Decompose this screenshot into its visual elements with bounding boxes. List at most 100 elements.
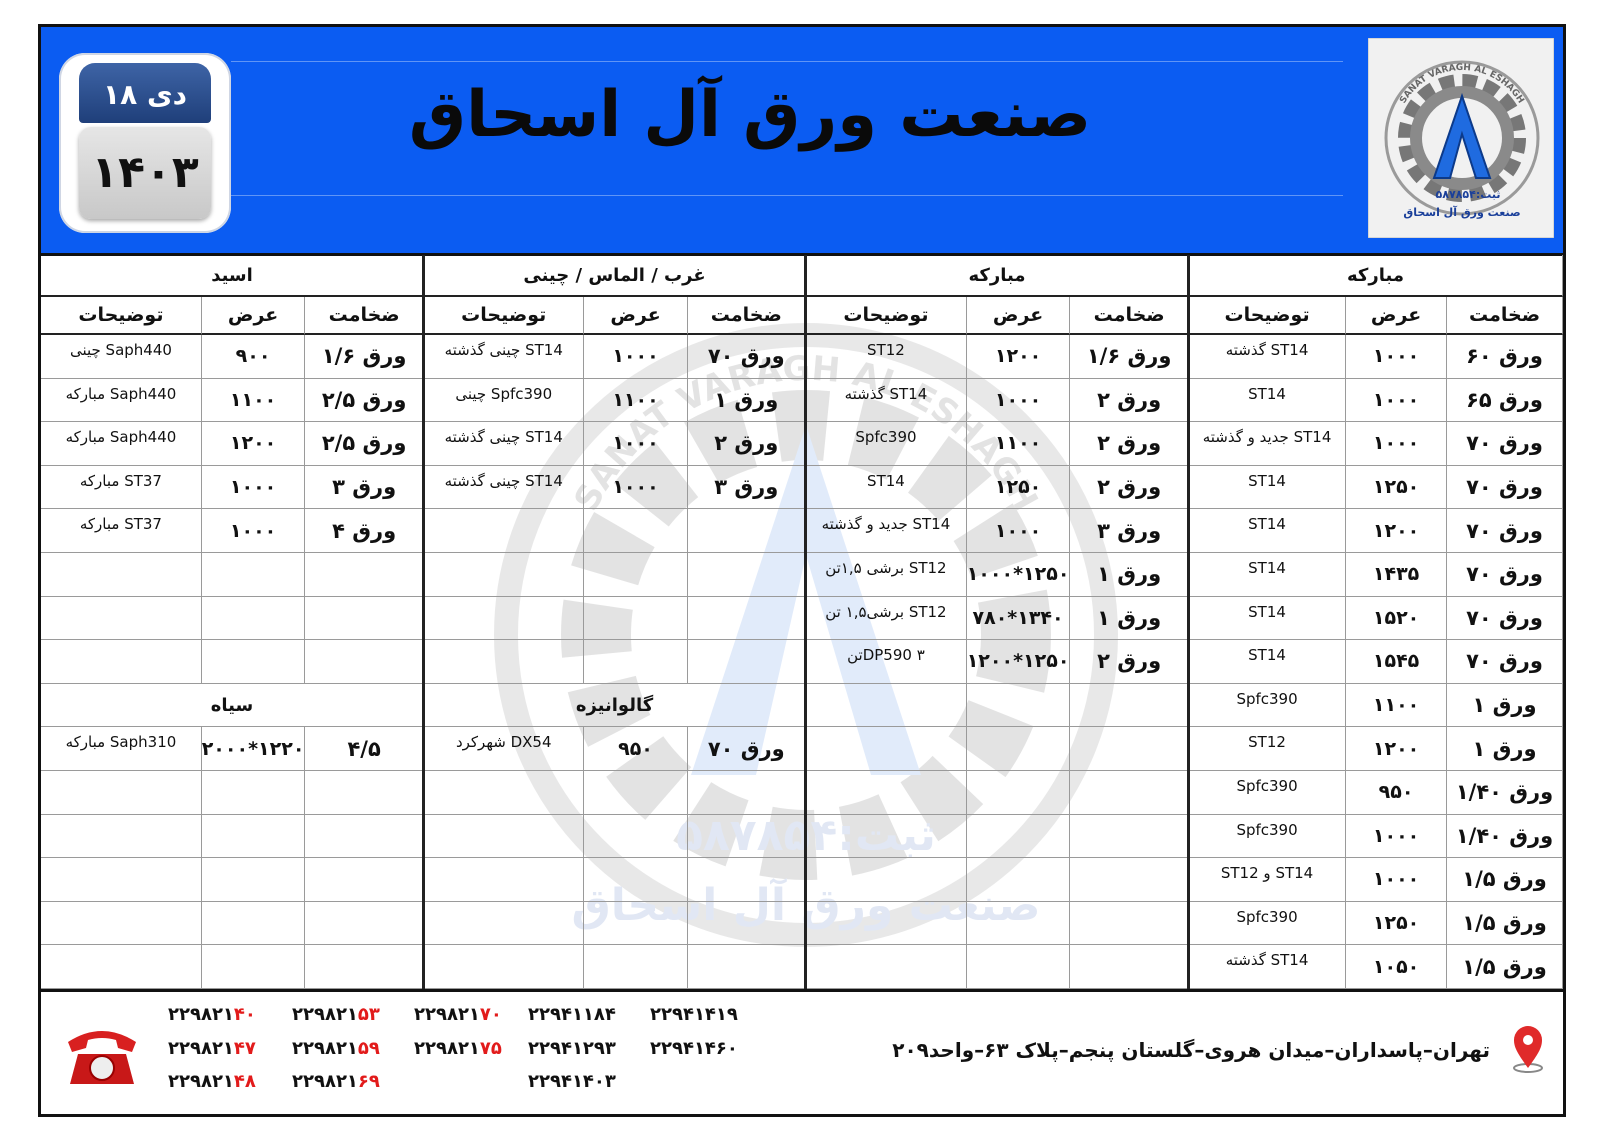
table-cell: Spfc390 چینی: [424, 378, 585, 423]
table-cell: ۱۰۰۰: [1346, 858, 1448, 902]
empty-cell: [201, 596, 306, 641]
table-cell: Saph440 چینی: [41, 335, 202, 379]
table-cell: ST12: [806, 335, 967, 379]
phone-number: ۲۲۹۸۲۱۴۷: [168, 1038, 256, 1059]
empty-cell: [1070, 771, 1189, 815]
table-cell: ورق ۲: [1070, 378, 1189, 423]
empty-cell: [201, 640, 306, 684]
phone-highlight: ۷۰: [479, 1004, 502, 1025]
empty-cell: [806, 814, 967, 859]
logo-ring: [1384, 60, 1540, 216]
empty-cell: [305, 596, 424, 641]
table-cell: ورق ۱: [1070, 596, 1189, 641]
column-header: توضیحات: [806, 297, 967, 335]
section-title: غرب / الماس / چینی: [424, 255, 806, 297]
empty-cell: [687, 901, 806, 946]
phone-main: ۲۲۹۴۱۴۰۳: [528, 1071, 616, 1092]
empty-cell: [201, 553, 306, 597]
empty-cell: [584, 814, 688, 859]
empty-cell: [1070, 901, 1189, 946]
table-cell: ورق ۱: [1447, 727, 1563, 771]
phone-main: ۲۲۹۸۲۱: [168, 1038, 234, 1059]
table-cell: ST14 و ST12: [1189, 858, 1347, 902]
table-cell: ۱۵۴۵: [1346, 640, 1448, 684]
table-cell: Spfc390: [1189, 683, 1347, 728]
phone-icon: [68, 1031, 136, 1084]
table-cell: ورق ۶۰: [1447, 335, 1563, 379]
table-cell: ۱۰۰۰: [966, 378, 1071, 423]
header-rule: [231, 195, 1343, 196]
empty-cell: [687, 640, 806, 684]
table-cell: ورق ۱: [1447, 683, 1563, 728]
empty-cell: [966, 901, 1071, 946]
empty-cell: [424, 553, 585, 597]
table-cell: ورق ۳: [1070, 509, 1189, 553]
column-header: توضیحات: [1189, 297, 1347, 335]
column-header: ضخامت: [1447, 297, 1563, 335]
phone-highlight: ۴۷: [233, 1038, 256, 1059]
empty-cell: [584, 858, 688, 902]
table-cell: ۱۰۵۰: [1346, 945, 1448, 989]
table-cell: ورق ۷۰: [1447, 596, 1563, 641]
phone-number: ۲۲۹۸۲۱۷۰: [414, 1004, 502, 1025]
table-cell: ۹۰۰: [201, 335, 306, 379]
empty-cell: [687, 945, 806, 989]
empty-cell: [1070, 945, 1189, 989]
table-cell: ST14 چینی گذشته: [424, 465, 585, 510]
empty-cell: [1070, 683, 1189, 728]
phone-number: ۲۲۹۸۲۱۴۰: [168, 1004, 256, 1025]
table-cell: ۱۰۰۰: [1346, 378, 1448, 423]
table-cell: Saph440 مبارکه: [41, 422, 202, 466]
column-header: توضیحات: [424, 297, 585, 335]
table-cell: ورق ۷۰: [1447, 422, 1563, 466]
empty-cell: [424, 945, 585, 989]
table-cell: ۱۰۰۰: [584, 335, 688, 379]
empty-cell: [1070, 814, 1189, 859]
phone-handset: [68, 1031, 136, 1052]
empty-cell: [687, 814, 806, 859]
empty-cell: [584, 901, 688, 946]
column-header: عرض: [1346, 297, 1448, 335]
table-cell: ورق ۶۵: [1447, 378, 1563, 423]
phone-highlight: ۶۹: [357, 1071, 380, 1092]
phone-main: ۲۲۹۸۲۱: [168, 1004, 234, 1025]
empty-cell: [424, 814, 585, 859]
table-cell: ورق ۱/۴۰: [1447, 771, 1563, 815]
table-cell: ورق ۳: [305, 465, 424, 510]
table-cell: ۱۰۰۰: [1346, 814, 1448, 859]
empty-cell: [201, 858, 306, 902]
phone-main: ۲۲۹۴۱۴۱۹: [650, 1004, 738, 1025]
empty-cell: [966, 858, 1071, 902]
empty-cell: [201, 945, 306, 989]
empty-cell: [806, 727, 967, 771]
table-cell: ST14: [806, 465, 967, 510]
empty-cell: [687, 553, 806, 597]
empty-cell: [41, 596, 202, 641]
empty-cell: [41, 858, 202, 902]
phone-number: ۲۲۹۸۲۱۵۳: [292, 1004, 380, 1025]
column-header: ضخامت: [687, 297, 806, 335]
empty-cell: [41, 640, 202, 684]
phone-number: ۲۲۹۴۱۴۱۹: [650, 1004, 738, 1025]
table-cell: ST14 گذشته: [806, 378, 967, 423]
column-header: عرض: [966, 297, 1071, 335]
table-cell: ۱۰۰۰: [584, 422, 688, 466]
column-header: ضخامت: [305, 297, 424, 335]
table-cell: ورق ۲/۵: [305, 378, 424, 423]
table-cell: ورق ۲: [687, 422, 806, 466]
phone-number: ۲۲۹۴۱۱۸۴: [528, 1004, 616, 1025]
empty-cell: [1070, 727, 1189, 771]
empty-cell: [966, 683, 1071, 728]
table-cell: ورق ۱/۶: [1070, 335, 1189, 379]
column-header: عرض: [201, 297, 306, 335]
empty-cell: [584, 596, 688, 641]
phone-dial: [89, 1055, 115, 1081]
table-cell: ورق ۷۰: [687, 727, 806, 771]
table-cell: ST14 گذشته: [1189, 335, 1347, 379]
section-separator: [422, 255, 425, 989]
empty-cell: [424, 858, 585, 902]
empty-cell: [1070, 858, 1189, 902]
table-cell: ۱۲۰۰: [201, 422, 306, 466]
